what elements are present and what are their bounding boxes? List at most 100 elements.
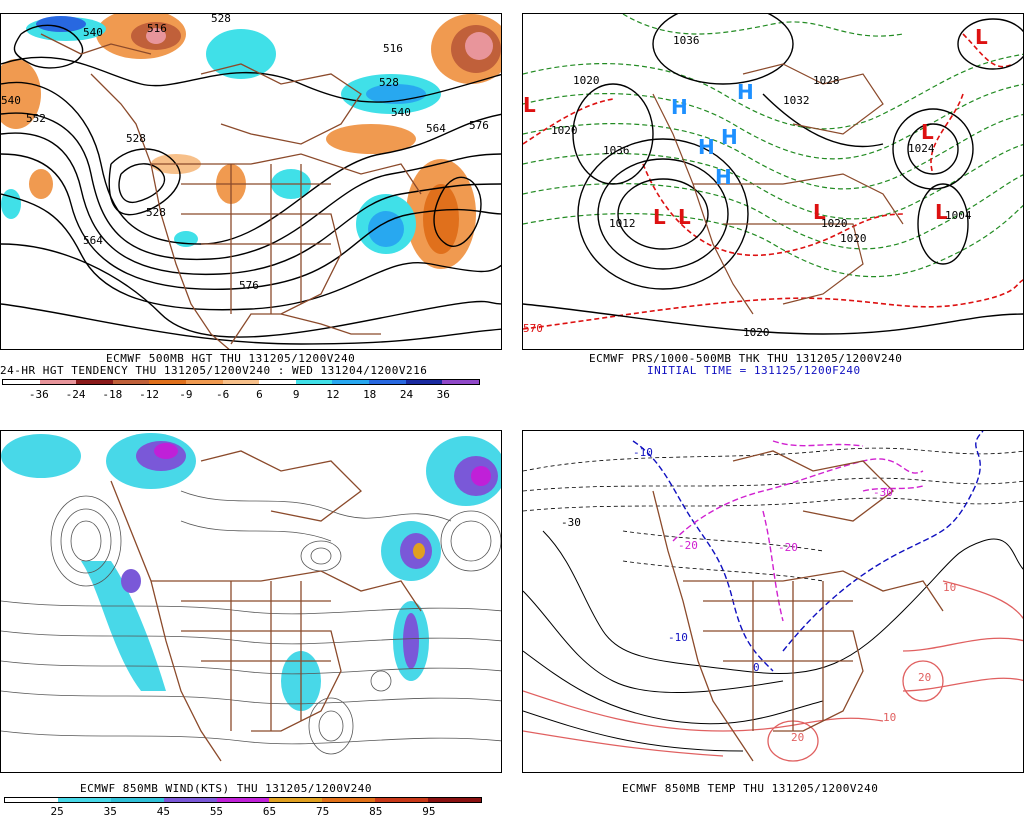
colorbar-swatch (3, 380, 40, 384)
height-contours (1, 24, 501, 345)
contour-labels: -10 -20 -30 -20 -10 0 10 20 10 -30 20 (561, 446, 956, 744)
high-center-symbol: H (737, 80, 754, 104)
colorbar-swatch (332, 380, 370, 384)
contour-label: -20 (778, 541, 798, 554)
cold-isotherms (523, 447, 1023, 582)
contour-label: 20 (791, 731, 804, 744)
panel-thickness-title: ECMWF PRS/1000-500MB THK THU 131205/1200… (589, 352, 903, 365)
coastlines (652, 63, 904, 315)
colorbar-swatch (375, 798, 429, 802)
contour-label: 1020 (821, 217, 848, 230)
colorbar-swatch (186, 380, 223, 384)
colorbar-tick-label: 65 (262, 805, 277, 818)
colorbar-tick-label: -24 (65, 388, 86, 401)
colorbar-swatch (57, 798, 111, 802)
coastlines (110, 450, 422, 762)
tendency-colorbar-labels: -36 -24 -18 -12 -9 -6 6 9 12 18 24 36 (2, 388, 480, 402)
contour-label: 1020 (743, 326, 770, 339)
freezing-line (632, 431, 984, 672)
low-center-symbol: L (975, 25, 988, 49)
contour-label: 10 (943, 581, 956, 594)
colorbar-tick-label: -18 (102, 388, 123, 401)
map-pressure-thickness: L L L L L L L H H H H H 1020 1036 1020 1… (523, 14, 1023, 339)
colorbar-swatch (428, 798, 482, 802)
contour-label: 20 (918, 671, 931, 684)
contour-label: 1036 (673, 34, 700, 47)
high-center-symbol: H (715, 165, 732, 189)
contour-labels: 540 516 528 540 552 528 564 576 528 540 … (1, 14, 489, 292)
wind-speed-fills (1, 433, 501, 711)
contour-label: 1032 (783, 94, 810, 107)
contour-label: 552 (26, 112, 46, 125)
high-center-symbol: H (671, 95, 688, 119)
colorbar-swatch (222, 380, 260, 384)
panel-thickness-initial-time: INITIAL TIME = 131125/1200F240 (647, 364, 861, 377)
colorbar-tick-label: 6 (256, 388, 263, 401)
colorbar-swatch (322, 798, 376, 802)
colorbar-swatch (163, 798, 217, 802)
contour-label: 1020 (840, 232, 867, 245)
contour-label: 576 (239, 279, 259, 292)
contour-label: 1020 (573, 74, 600, 87)
low-center-symbol: L (523, 93, 536, 117)
contour-label: 564 (426, 122, 446, 135)
colorbar-tick-label: 25 (50, 805, 64, 818)
colorbar-swatch (76, 380, 113, 384)
contour-label: -30 (561, 516, 581, 529)
low-center-symbol: L (653, 205, 666, 229)
contour-label: 10 (883, 711, 896, 724)
colorbar-tick-label: 95 (422, 805, 436, 818)
colorbar-swatch (259, 380, 296, 384)
contour-label: 528 (211, 14, 231, 25)
panel-500mb-subtitle: 24-HR HGT TENDENCY THU 131205/1200V240 :… (0, 364, 428, 377)
map-500mb-height: 540 516 528 540 552 528 564 576 528 540 … (1, 14, 501, 349)
colorbar-tick-label: 12 (326, 388, 340, 401)
contour-label: -10 (633, 446, 653, 459)
colorbar-tick-label: 24 (399, 388, 414, 401)
colorbar-tick-label: 85 (369, 805, 383, 818)
colorbar-tick-label: 36 (436, 388, 450, 401)
panel-500mb-height: 540 516 528 540 552 528 564 576 528 540 … (0, 13, 502, 350)
coastlines (40, 33, 422, 349)
colorbar-tick-label: 18 (363, 388, 377, 401)
panel-pressure-thickness: L L L L L L L H H H H H 1020 1036 1020 1… (522, 13, 1024, 350)
thickness-warm-contours (523, 33, 1023, 330)
contour-label: -30 (873, 486, 893, 499)
colorbar-tick-label: 55 (209, 805, 224, 818)
contour-label: 0 (753, 661, 760, 674)
map-850mb-wind (1, 433, 501, 762)
contour-labels: 1020 1036 1020 1024 1012 1032 1036 1020 … (523, 34, 972, 339)
contour-label: 528 (146, 206, 166, 219)
colorbar-swatch (269, 798, 323, 802)
colorbar-tick-label: 75 (316, 805, 330, 818)
low-center-symbol: L (813, 200, 826, 224)
pressure-centers: L L L L L L L H H H H H (523, 25, 988, 229)
low-center-symbol: L (935, 200, 948, 224)
thickness-cold-contours (523, 14, 1023, 278)
panel-500mb-title: ECMWF 500MB HGT THU 131205/1200V240 (106, 352, 356, 365)
colorbar-swatch (405, 380, 443, 384)
contour-label: 1004 (945, 209, 972, 222)
contour-label: 1036 (603, 144, 630, 157)
contour-label: 1012 (609, 217, 636, 230)
isobars (523, 14, 1023, 335)
wind-colorbar (4, 797, 482, 803)
colorbar-swatch (369, 380, 406, 384)
contour-label: -10 (668, 631, 688, 644)
panel-temp-title: ECMWF 850MB TEMP THU 131205/1200V240 (622, 782, 879, 795)
colorbar-tick-label: 45 (156, 805, 170, 818)
panel-wind-title: ECMWF 850MB WIND(KTS) THU 131205/1200V24… (80, 782, 373, 795)
colorbar-swatch (5, 798, 58, 802)
colorbar-tick-label: -9 (179, 388, 193, 401)
colorbar-tick-label: -36 (28, 388, 49, 401)
contour-label: 540 (1, 94, 21, 107)
high-center-symbol: H (721, 125, 738, 149)
colorbar-swatch (295, 380, 333, 384)
wind-colorbar-labels: 25 35 45 55 65 75 85 95 (4, 805, 482, 819)
contour-label: 516 (147, 22, 167, 35)
tendency-fills (1, 14, 501, 269)
tendency-colorbar (2, 379, 480, 385)
colorbar-swatch (216, 798, 270, 802)
contour-label: 1024 (908, 142, 935, 155)
contour-label: 540 (83, 26, 103, 39)
